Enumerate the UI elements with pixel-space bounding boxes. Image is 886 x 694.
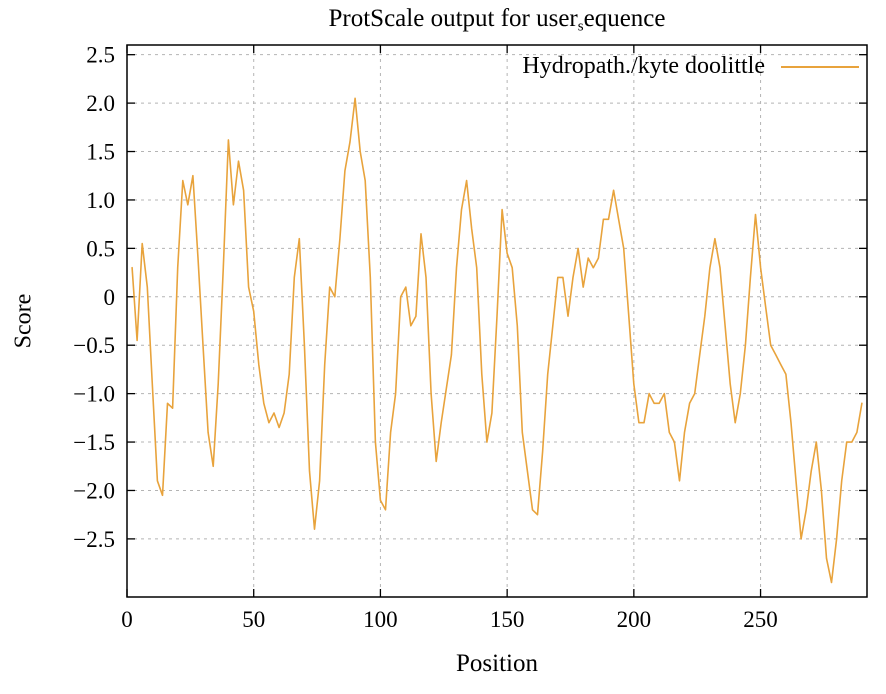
y-tick-label: 2.0 bbox=[86, 91, 115, 116]
y-tick-label: −1.0 bbox=[73, 382, 115, 407]
x-tick-label: 200 bbox=[617, 607, 652, 632]
y-tick-label: 2.5 bbox=[86, 43, 115, 68]
chart-title-suffix: equence bbox=[583, 5, 666, 32]
legend-line-sample bbox=[781, 65, 859, 68]
x-axis-label: Position bbox=[456, 650, 538, 677]
legend-label: Hydropath./kyte doolittle bbox=[522, 53, 765, 79]
y-tick-label: −2.5 bbox=[73, 527, 115, 552]
x-tick-label: 150 bbox=[490, 607, 525, 632]
legend: Hydropath./kyte doolittle bbox=[127, 53, 859, 80]
x-tick-label: 250 bbox=[743, 607, 778, 632]
plot-border bbox=[126, 44, 868, 598]
series-line bbox=[131, 97, 863, 584]
chart-title-prefix: ProtScale output for user bbox=[328, 5, 578, 32]
chart-title: ProtScale output for usersequence bbox=[127, 5, 867, 36]
y-tick-label: −1.5 bbox=[73, 430, 115, 455]
y-tick-label: 0 bbox=[104, 285, 116, 310]
y-tick-label: 1.5 bbox=[86, 140, 115, 165]
y-tick-label: −0.5 bbox=[73, 333, 115, 358]
x-tick-label: 0 bbox=[121, 607, 133, 632]
y-tick-label: −2.0 bbox=[73, 478, 115, 503]
y-tick-label: 1.0 bbox=[86, 188, 115, 213]
y-axis-label: Score bbox=[10, 293, 37, 349]
y-tick-label: 0.5 bbox=[86, 236, 115, 261]
x-tick-label: 50 bbox=[242, 607, 265, 632]
x-tick-label: 100 bbox=[363, 607, 398, 632]
chart-title-subscript: s bbox=[577, 18, 584, 35]
